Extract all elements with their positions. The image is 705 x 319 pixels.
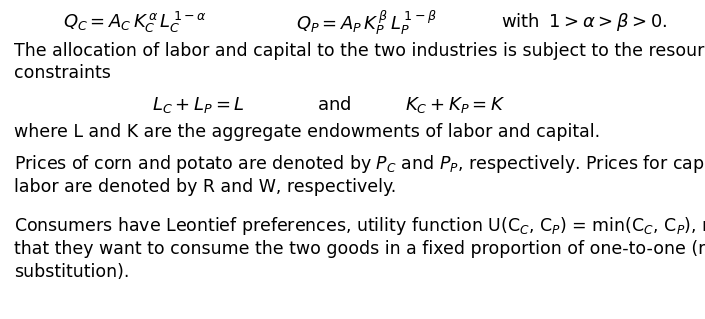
Text: $K_C + K_P = K$: $K_C + K_P = K$ [405,95,505,115]
Text: $L_C + L_P = L$: $L_C + L_P = L$ [152,95,244,115]
Text: that they want to consume the two goods in a fixed proportion of one-to-one (no: that they want to consume the two goods … [14,240,705,258]
Text: $\mathrm{with}\;\; 1>\alpha>\beta>0.$: $\mathrm{with}\;\; 1>\alpha>\beta>0.$ [501,11,667,33]
Text: where L and K are the aggregate endowments of labor and capital.: where L and K are the aggregate endowmen… [14,123,600,141]
Text: $Q_C = A_C\, K_C^{\,\alpha}\, L_C^{\,1-\alpha}$: $Q_C = A_C\, K_C^{\,\alpha}\, L_C^{\,1-\… [63,10,207,35]
Text: $Q_P = A_P\, K_P^{\,\beta}\, L_P^{\,1-\beta}$: $Q_P = A_P\, K_P^{\,\beta}\, L_P^{\,1-\b… [296,8,437,36]
Text: Consumers have Leontief preferences, utility function U(C$_C$, C$_P$) = min(C$_C: Consumers have Leontief preferences, uti… [14,215,705,236]
Text: constraints: constraints [14,64,111,82]
Text: $\mathrm{and}$: $\mathrm{and}$ [317,96,351,114]
Text: Prices of corn and potato are denoted by $P_C$ and $P_P$, respectively. Prices f: Prices of corn and potato are denoted by… [14,153,705,174]
Text: labor are denoted by R and W, respectively.: labor are denoted by R and W, respective… [14,178,396,196]
Text: substitution).: substitution). [14,263,130,281]
Text: The allocation of labor and capital to the two industries is subject to the reso: The allocation of labor and capital to t… [14,42,705,60]
